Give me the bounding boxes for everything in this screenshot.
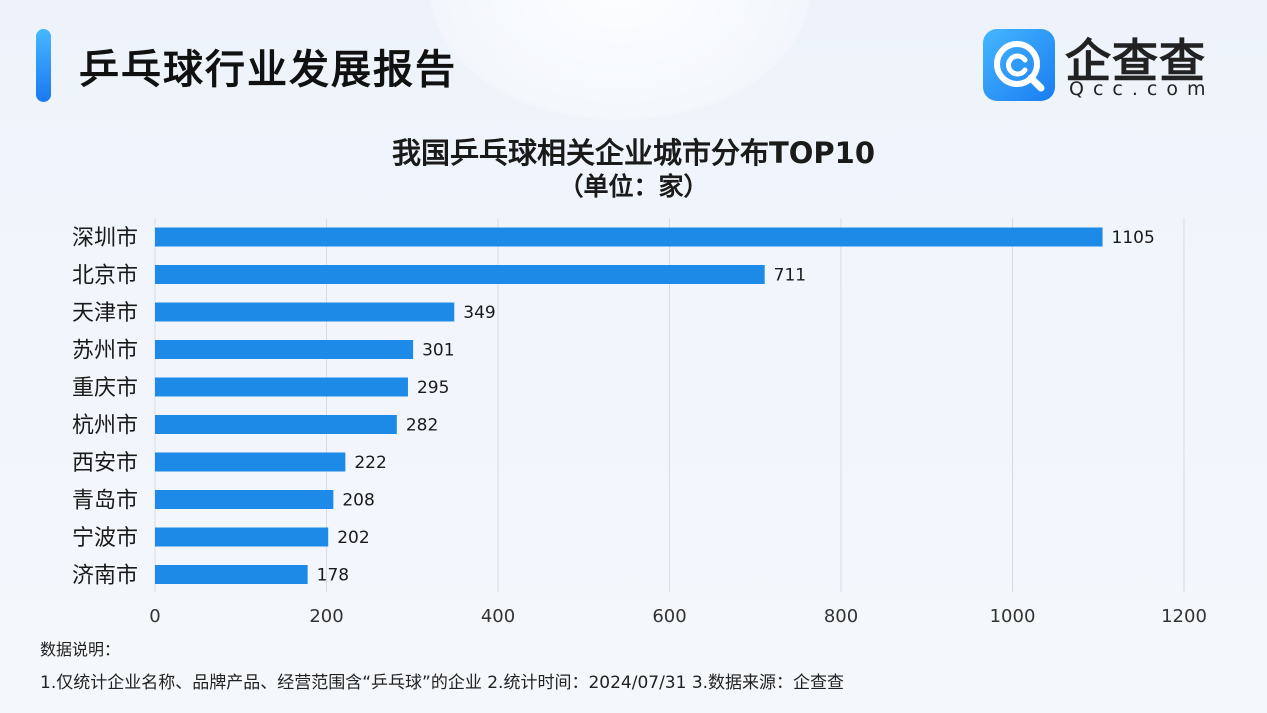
category-label: 北京市 (72, 264, 138, 289)
bar (155, 227, 1103, 247)
data-label: 301 (422, 341, 454, 361)
x-tick-label: 800 (824, 606, 858, 627)
chart-subtitle: （单位：家） (558, 172, 709, 201)
chart-title: 我国乒乓球相关企业城市分布TOP10 (391, 136, 876, 170)
bar (155, 490, 334, 509)
category-label: 杭州市 (72, 414, 138, 439)
x-tick-label: 600 (652, 606, 686, 627)
report-title: 乒乓球行业发展报告 (79, 47, 457, 93)
logo-name: 企查查 (1065, 34, 1206, 88)
bar (155, 527, 329, 547)
category-label: 深圳市 (72, 226, 138, 251)
bar (155, 340, 414, 359)
bar (155, 452, 346, 472)
data-label: 1105 (1112, 228, 1155, 248)
bar (155, 415, 397, 434)
category-label: 天津市 (72, 301, 138, 326)
data-label: 282 (406, 416, 438, 436)
qcc-logo-icon (983, 29, 1055, 101)
x-tick-label: 200 (309, 606, 343, 627)
data-label: 208 (342, 491, 374, 511)
bar (155, 377, 408, 397)
x-tick-label: 1200 (1161, 606, 1207, 627)
data-label: 295 (417, 378, 449, 398)
x-tick-label: 1000 (990, 606, 1036, 627)
x-tick-label: 0 (149, 606, 160, 627)
data-note-text: 1.仅统计企业名称、品牌产品、经营范围含“乒乓球”的企业 2.统计时间：2024… (40, 673, 845, 693)
category-label: 宁波市 (72, 526, 138, 551)
category-label: 苏州市 (72, 339, 138, 364)
title-accent-bar (36, 29, 51, 102)
category-label: 重庆市 (72, 376, 138, 401)
x-tick-label: 400 (481, 606, 515, 627)
data-note-heading: 数据说明： (40, 640, 121, 659)
data-label: 178 (317, 566, 349, 586)
data-label: 222 (354, 453, 386, 473)
data-label: 349 (463, 303, 495, 323)
category-label: 西安市 (72, 451, 138, 476)
logo-url: Qcc.com (1069, 78, 1215, 100)
bar (155, 302, 455, 322)
bar (155, 265, 765, 284)
category-label: 济南市 (72, 564, 138, 589)
bar (155, 565, 308, 584)
category-label: 青岛市 (72, 489, 138, 514)
data-label: 711 (774, 266, 806, 286)
data-label: 202 (337, 528, 369, 548)
